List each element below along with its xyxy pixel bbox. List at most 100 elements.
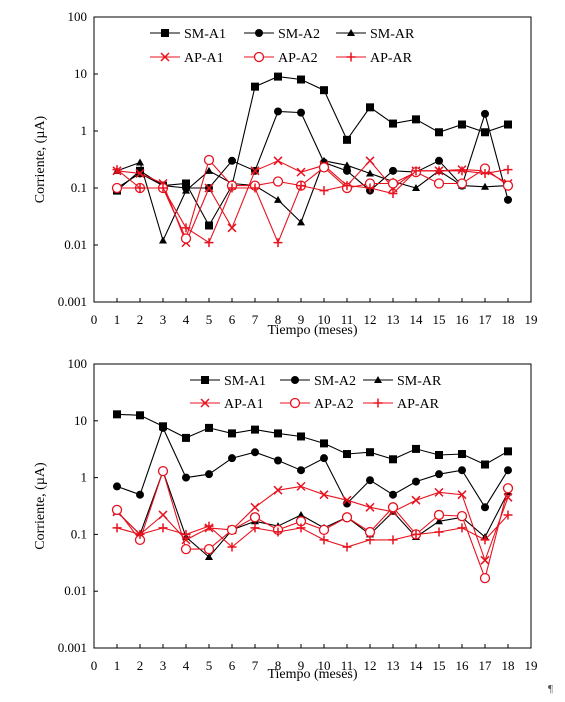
- data-point-sm-ar: [297, 218, 305, 226]
- data-point-sm-a1: [343, 135, 351, 144]
- data-point-sm-a1: [297, 75, 305, 84]
- series-line-ap-a1: [116, 159, 509, 245]
- legend-label: AP-A2: [278, 51, 318, 66]
- data-point-sm-a1: [297, 432, 305, 441]
- data-point-sm-a2: [228, 454, 236, 463]
- data-point-sm-a2: [205, 470, 213, 479]
- plot-frame: [93, 363, 532, 649]
- y-tick-label: 1: [81, 123, 88, 138]
- data-point-ap-a2: [203, 543, 215, 555]
- data-point-sm-a1: [182, 179, 190, 188]
- data-point-sm-a1: [343, 450, 351, 459]
- y-tick-label: 0.01: [64, 583, 87, 598]
- data-point-sm-a1: [251, 425, 259, 434]
- data-point-sm-a1: [274, 72, 282, 81]
- x-tick-label: 9: [298, 312, 305, 327]
- x-tick-label: 15: [433, 312, 446, 327]
- data-point-sm-ar: [205, 553, 213, 561]
- data-point-sm-a2: [159, 423, 167, 432]
- data-point-sm-a1: [481, 128, 489, 137]
- data-point-sm-a2: [435, 156, 443, 165]
- data-point-ap-ar: [250, 523, 260, 533]
- series-line-sm-ar: [116, 160, 509, 243]
- data-point-ap-ar: [135, 529, 145, 539]
- data-point-sm-a2: [274, 456, 282, 465]
- data-point-sm-a2: [412, 477, 420, 486]
- pilcrow-mark: ¶: [548, 683, 553, 695]
- data-point-ap-a2: [180, 543, 192, 555]
- data-point-sm-a1: [458, 120, 466, 129]
- data-point-sm-ar: [343, 161, 351, 169]
- legend-label: SM-A1: [224, 374, 266, 389]
- data-point-ap-ar: [342, 181, 352, 191]
- y-tick-label: 0.1: [71, 526, 87, 541]
- plot-frame: [93, 16, 532, 303]
- data-point-ap-ar: [296, 523, 306, 533]
- x-tick-label: 9: [298, 658, 305, 673]
- data-point-ap-ar: [365, 183, 375, 193]
- x-tick-label: 18: [502, 658, 515, 673]
- data-point-sm-ar: [366, 169, 374, 177]
- data-point-ap-a2: [180, 233, 192, 244]
- data-point-ap-ar: [480, 168, 490, 178]
- data-point-ap-ar: [112, 165, 122, 175]
- data-point-ap-ar: [411, 529, 421, 539]
- x-tick-label: 17: [479, 658, 493, 673]
- legend-marker: [161, 29, 169, 37]
- x-tick-label: 6: [229, 312, 236, 327]
- y-tick-label: 0.001: [58, 294, 87, 309]
- data-point-ap-ar: [181, 529, 191, 539]
- data-point-sm-a2: [251, 448, 259, 457]
- data-point-ap-a1: [204, 183, 214, 193]
- x-tick-label: 10: [318, 312, 331, 327]
- data-point-sm-a1: [412, 115, 420, 124]
- data-point-ap-ar: [434, 166, 444, 176]
- data-point-sm-a1: [504, 120, 512, 129]
- data-point-ap-ar: [365, 535, 375, 545]
- data-point-sm-a2: [481, 109, 489, 118]
- data-point-sm-a1: [274, 429, 282, 438]
- series-line-ap-a2: [116, 469, 509, 580]
- data-point-ap-a2: [318, 524, 330, 536]
- data-point-ap-a1: [365, 156, 375, 166]
- data-point-ap-ar: [319, 186, 329, 196]
- data-point-ap-ar: [135, 183, 145, 193]
- legend-label: SM-A2: [314, 374, 356, 389]
- data-point-ap-a2: [318, 162, 330, 173]
- data-point-sm-a1: [113, 410, 121, 419]
- data-point-ap-a1: [434, 487, 444, 497]
- legend-marker: [346, 52, 356, 62]
- x-tick-label: 13: [387, 312, 400, 327]
- data-point-sm-a1: [136, 411, 144, 420]
- data-point-ap-a2: [456, 510, 468, 522]
- data-point-sm-a2: [320, 454, 328, 463]
- x-tick-label: 4: [183, 658, 190, 673]
- data-point-sm-ar: [159, 236, 167, 244]
- legend-marker: [347, 29, 355, 36]
- y-tick-label: 1: [81, 470, 88, 485]
- x-tick-label: 14: [410, 312, 424, 327]
- legend-label: AP-AR: [397, 397, 440, 412]
- x-tick-label: 5: [206, 312, 213, 327]
- y-tick-label: 0.001: [58, 640, 87, 655]
- data-point-sm-ar: [320, 156, 328, 164]
- legend-marker: [373, 398, 383, 408]
- x-tick-label: 12: [364, 658, 377, 673]
- x-tick-label: 19: [525, 312, 538, 327]
- data-point-ap-a1: [411, 495, 421, 505]
- y-tick-label: 10: [74, 413, 87, 428]
- data-point-sm-a1: [389, 455, 397, 464]
- data-point-ap-a1: [480, 555, 490, 565]
- data-point-ap-a1: [296, 481, 306, 491]
- x-tick-label: 7: [252, 312, 259, 327]
- data-point-ap-a2: [364, 526, 376, 538]
- legend-marker: [374, 376, 382, 383]
- x-axis-title: Tiempo (meses): [267, 667, 357, 682]
- data-point-ap-a2: [341, 512, 353, 523]
- data-point-sm-ar: [412, 184, 420, 191]
- data-point-ap-a2: [157, 465, 169, 477]
- legend-label: AP-A1: [224, 397, 264, 412]
